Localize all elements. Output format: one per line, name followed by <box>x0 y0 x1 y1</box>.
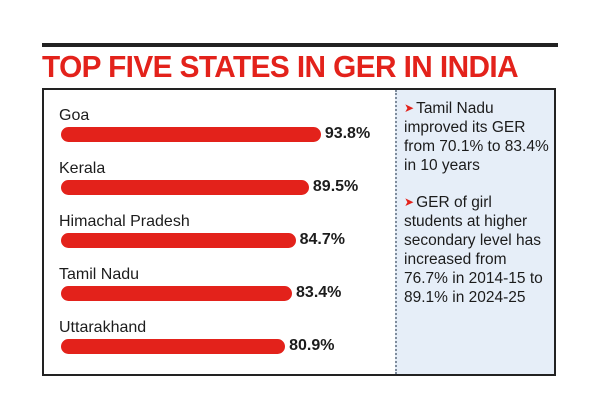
category-label: Tamil Nadu <box>59 266 140 283</box>
value-label: 84.7% <box>299 231 345 248</box>
value-label: 93.8% <box>324 125 371 142</box>
category-label: Himachal Pradesh <box>59 213 190 230</box>
note-2-text: GER of girl students at higher secondary… <box>404 194 543 306</box>
chart-frame <box>42 88 556 376</box>
panel-divider <box>395 90 397 374</box>
note-1: ➤ Tamil Nadu improved its GER from 70.1% … <box>404 99 552 175</box>
category-label: Goa <box>59 107 90 124</box>
category-label: Uttarakhand <box>59 319 147 336</box>
bar <box>61 339 286 354</box>
note-2: ➤ GER of girl students at higher secondar… <box>404 193 552 307</box>
arrowhead-right-icon: ➤ <box>404 195 415 209</box>
top-rule <box>42 43 558 47</box>
note-1-text: Tamil Nadu improved its GER from 70.1% t… <box>404 100 549 174</box>
bar <box>61 127 321 142</box>
value-label: 89.5% <box>312 178 359 195</box>
bar <box>61 180 309 195</box>
bar <box>61 286 293 301</box>
chart-title: TOP FIVE STATES IN GER IN INDIA <box>42 49 519 84</box>
value-label: 83.4% <box>296 284 342 301</box>
bar <box>61 233 296 248</box>
category-label: Kerala <box>59 160 106 177</box>
side-panel <box>395 90 554 374</box>
arrowhead-right-icon: ➤ <box>404 101 415 115</box>
value-label: 80.9% <box>289 337 335 354</box>
